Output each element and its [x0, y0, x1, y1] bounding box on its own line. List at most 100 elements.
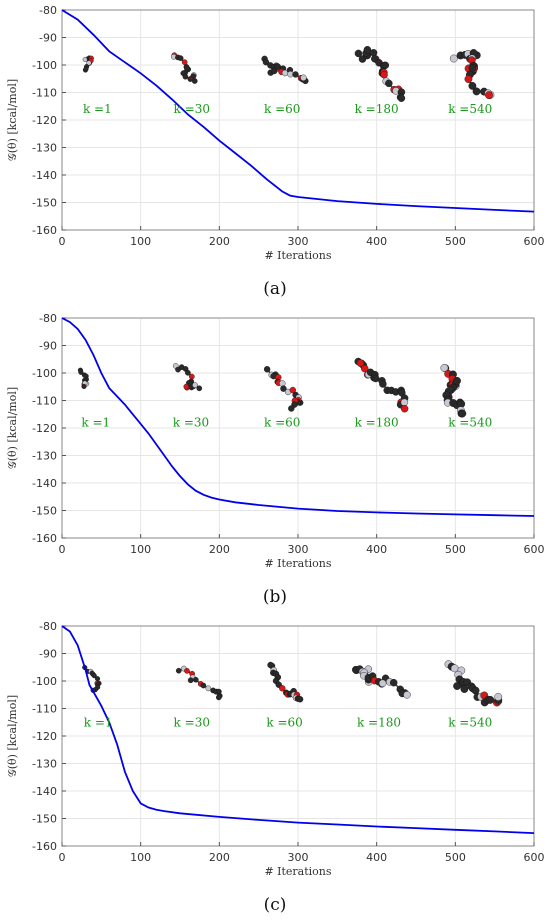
molecule-structure: [444, 660, 503, 707]
atom: [400, 398, 409, 407]
y-tick-label: -140: [32, 785, 57, 798]
atom: [356, 359, 365, 367]
atom: [81, 383, 87, 390]
x-tick-label: 600: [524, 543, 545, 556]
x-tick-label: 300: [288, 543, 309, 556]
chart-svg-a: 0 100 200 300 400 500 600 -80 -90 -100 -110 -120 -13…: [6, 4, 545, 299]
atom: [289, 386, 296, 394]
atom: [78, 369, 84, 375]
atom: [400, 404, 409, 413]
atom: [177, 55, 184, 61]
y-tick-label: -150: [32, 813, 57, 826]
chart-svg-b: 0 100 200 300 400 500 600 -80 -90 -100 -110 -120 -13…: [6, 312, 545, 607]
atom: [191, 78, 198, 84]
atom: [468, 64, 477, 73]
molecule-structure: [263, 366, 304, 412]
x-tick-label: 500: [445, 543, 466, 556]
y-tick-label: -80: [39, 620, 57, 633]
atom: [486, 695, 495, 704]
molecule-structure: [352, 665, 411, 699]
atom: [449, 54, 458, 63]
y-axis-label: 𝒢(θ) [kcal/mol]: [6, 387, 19, 469]
y-tick-label: -160: [32, 532, 57, 545]
atom: [192, 676, 199, 683]
atom: [460, 685, 469, 693]
iteration-label: k =540: [448, 715, 492, 729]
atom: [205, 685, 212, 692]
y-tick-label: -160: [32, 840, 57, 853]
x-tick-label: 300: [288, 235, 309, 248]
atom: [181, 59, 188, 66]
y-tick-label: -120: [32, 422, 57, 435]
x-tick-label: 400: [366, 543, 387, 556]
atom: [292, 71, 299, 78]
atom: [472, 87, 481, 96]
atom: [185, 369, 191, 376]
y-tick-label: -140: [32, 477, 57, 490]
molecule-structure: [170, 52, 198, 84]
atom: [196, 385, 203, 392]
atom: [403, 691, 411, 699]
atom: [468, 81, 477, 90]
x-axis-label: # Iterations: [264, 557, 331, 570]
x-tick-label: 400: [366, 851, 387, 864]
molecule-structure: [175, 665, 223, 701]
atom: [494, 693, 503, 701]
atom: [200, 682, 207, 689]
molecule-structure: [261, 55, 309, 85]
atom: [397, 94, 406, 102]
iteration-label: k =180: [355, 416, 399, 430]
atom: [485, 91, 493, 100]
iteration-label: k =30: [174, 102, 210, 116]
y-tick-label: -120: [32, 730, 57, 743]
iteration-label: k =540: [448, 102, 492, 116]
molecule-structure: [354, 357, 409, 413]
x-tick-label: 0: [59, 235, 66, 248]
y-tick-label: -90: [39, 32, 57, 45]
atom: [458, 409, 467, 418]
atom: [389, 678, 398, 687]
chart-panel-b: 0 100 200 300 400 500 600 -80 -90 -100 -110 -120 -13…: [0, 308, 550, 616]
iteration-label: k =60: [266, 715, 302, 729]
series-line: [61, 9, 535, 213]
y-tick-label: -100: [32, 675, 57, 688]
atom: [379, 380, 387, 388]
y-tick-label: -110: [32, 395, 57, 408]
iteration-label: k =60: [264, 102, 300, 116]
atom: [192, 382, 198, 388]
y-tick-label: -160: [32, 224, 57, 237]
y-tick-label: -80: [39, 312, 57, 325]
atom: [296, 696, 304, 703]
y-tick-label: -110: [32, 703, 57, 716]
iteration-label: k =180: [355, 102, 399, 116]
x-tick-label: 100: [130, 235, 151, 248]
atom: [279, 380, 286, 387]
atom: [288, 405, 295, 412]
x-tick-label: 400: [366, 235, 387, 248]
atom: [175, 667, 182, 674]
y-axis-label: 𝒢(θ) [kcal/mol]: [6, 695, 19, 777]
y-tick-label: -80: [39, 4, 57, 17]
x-tick-label: 500: [445, 851, 466, 864]
chart-panel-a: 0 100 200 300 400 500 600 -80 -90 -100 -110 -120 -13…: [0, 0, 550, 308]
atom: [440, 364, 449, 372]
iteration-label: k =180: [357, 715, 401, 729]
atom: [363, 45, 372, 54]
atom: [267, 661, 274, 669]
atom: [378, 679, 387, 688]
atom: [190, 73, 197, 79]
panel-label: (a): [263, 279, 286, 299]
y-tick-label: -140: [32, 169, 57, 182]
iteration-label: k =1: [84, 715, 113, 729]
chart-panel-c: 0 100 200 300 400 500 600 -80 -90 -100 -110 -120 -13…: [0, 616, 550, 924]
x-tick-label: 100: [130, 543, 151, 556]
atom: [262, 59, 270, 66]
y-tick-label: -100: [32, 367, 57, 380]
y-tick-label: -130: [32, 758, 57, 771]
atom: [83, 66, 89, 72]
x-tick-label: 200: [209, 851, 230, 864]
atom: [188, 373, 195, 380]
molecule-structure: [267, 661, 304, 703]
atom: [371, 374, 380, 383]
x-tick-label: 100: [130, 851, 151, 864]
